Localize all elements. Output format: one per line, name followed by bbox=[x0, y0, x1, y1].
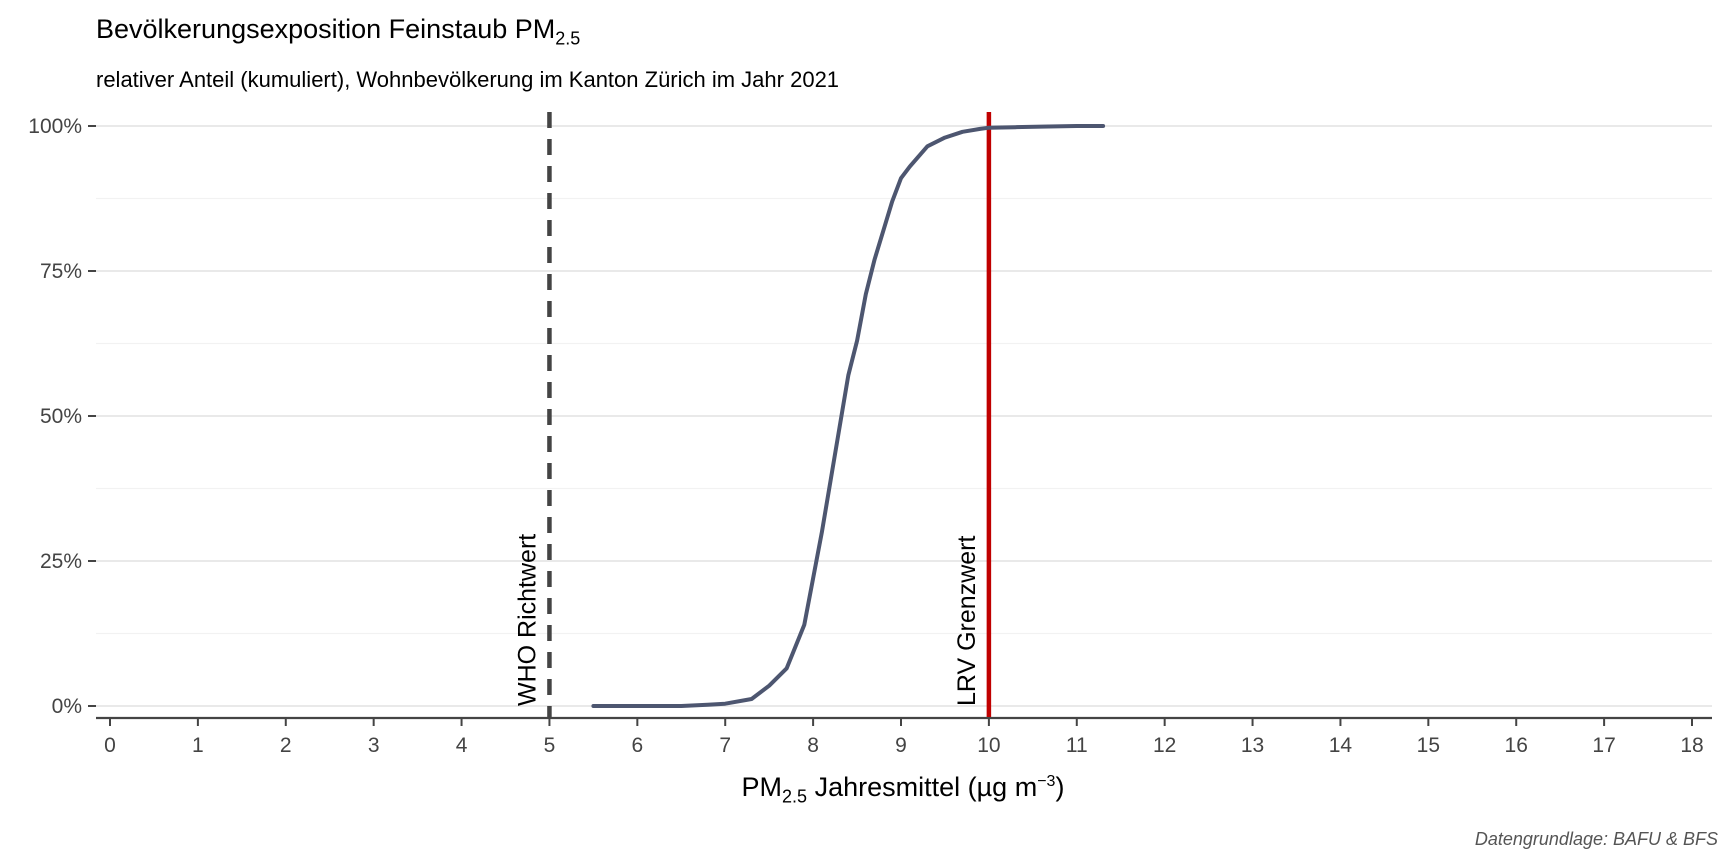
x-tick-label: 6 bbox=[631, 734, 643, 757]
x-tick-label: 3 bbox=[368, 734, 380, 757]
x-tick-label: 8 bbox=[807, 734, 819, 757]
y-tick-label: 100% bbox=[28, 115, 82, 138]
x-tick-label: 17 bbox=[1592, 734, 1615, 757]
x-tick-label: 11 bbox=[1066, 734, 1088, 757]
chart-title: Bevölkerungsexposition Feinstaub PM2.5 bbox=[96, 14, 580, 49]
x-tick-label: 9 bbox=[895, 734, 907, 757]
who-richtwert-label: WHO Richtwert bbox=[513, 534, 541, 706]
x-axis-title: PM2.5 Jahresmittel (µg m−3) bbox=[0, 772, 1728, 807]
x-tick-label: 0 bbox=[104, 734, 116, 757]
x-tick-label: 12 bbox=[1153, 734, 1176, 757]
x-tick-label: 4 bbox=[456, 734, 468, 757]
y-tick-label: 0% bbox=[52, 695, 82, 718]
x-axis-title-superscript: −3 bbox=[1037, 773, 1056, 790]
x-tick-label: 15 bbox=[1417, 734, 1440, 757]
y-tick-label: 50% bbox=[40, 405, 82, 428]
y-tick-label: 75% bbox=[40, 260, 82, 283]
x-tick-label: 16 bbox=[1505, 734, 1528, 757]
x-tick-label: 7 bbox=[719, 734, 731, 757]
x-axis-title-mid: Jahresmittel (µg m bbox=[807, 772, 1038, 802]
x-tick-label: 18 bbox=[1680, 734, 1703, 757]
x-tick-label: 13 bbox=[1241, 734, 1264, 757]
x-axis-title-post: ) bbox=[1055, 772, 1065, 802]
source-caption: Datengrundlage: BAFU & BFS bbox=[1474, 829, 1718, 849]
chart-subtitle: relativer Anteil (kumuliert), Wohnbevölk… bbox=[96, 67, 840, 92]
chart-title-main: Bevölkerungsexposition Feinstaub PM bbox=[96, 14, 556, 44]
x-tick-label: 10 bbox=[977, 734, 1000, 757]
chart-title-subscript: 2.5 bbox=[555, 28, 581, 49]
cumulative-exposure-line bbox=[591, 124, 1106, 708]
x-tick-label: 1 bbox=[192, 734, 204, 757]
x-axis-title-pre: PM bbox=[741, 772, 783, 802]
x-tick-label: 14 bbox=[1329, 734, 1353, 757]
x-axis-title-subscript: 2.5 bbox=[782, 786, 808, 807]
lrv-grenzwert-label: LRV Grenzwert bbox=[953, 536, 981, 706]
x-tick-label: 5 bbox=[544, 734, 556, 757]
x-tick-label: 2 bbox=[280, 734, 292, 757]
y-tick-label: 25% bbox=[40, 550, 82, 573]
